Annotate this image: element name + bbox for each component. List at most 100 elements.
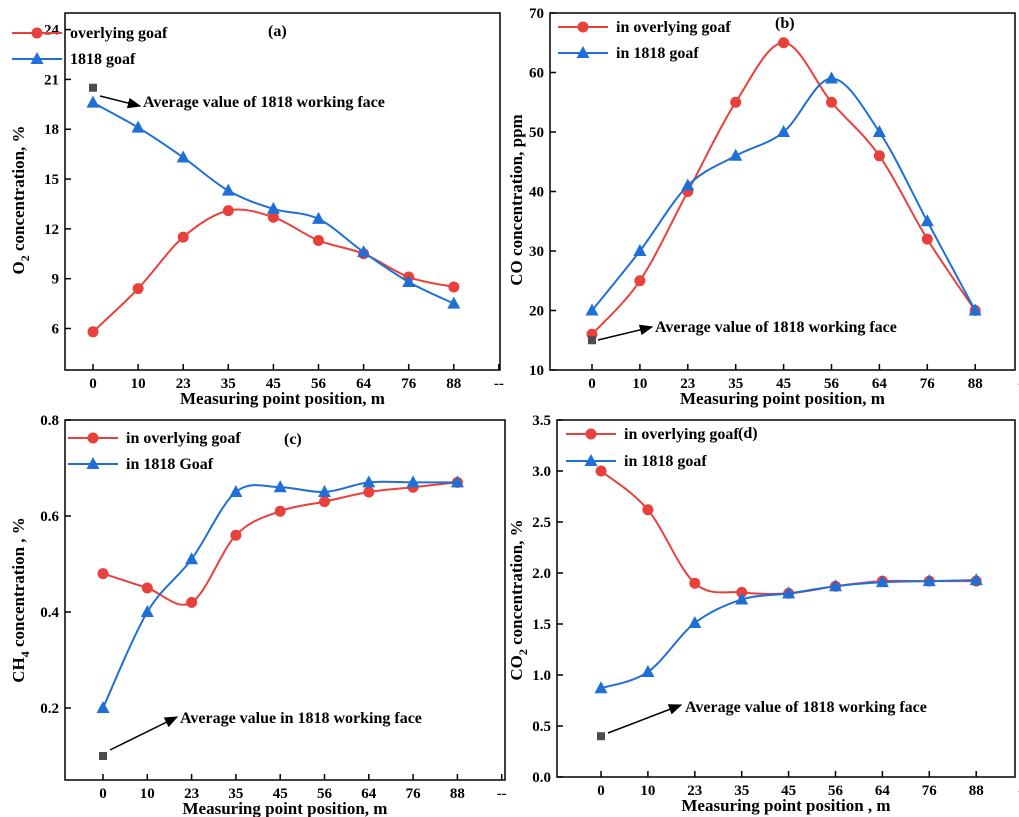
data-point-circle (689, 577, 701, 589)
series-overlying-goaf (97, 476, 463, 608)
panel-label: (c) (284, 431, 302, 448)
plot-frame (64, 419, 506, 781)
data-point-triangle (266, 201, 280, 214)
y-tick-label: 10 (529, 363, 544, 379)
y-tick-label: 2.5 (532, 515, 551, 531)
legend-label: in overlying goaf (616, 19, 731, 36)
x-tick-label: 23 (687, 783, 702, 799)
x-tick-label: 56 (824, 376, 840, 392)
x-tick-label: 0 (588, 376, 596, 392)
series-line (600, 470, 977, 595)
y-axis-label: CO2 concentration, % (507, 519, 530, 680)
data-point-triangle (969, 573, 983, 586)
y-tick-label: 0.0 (532, 770, 551, 786)
data-point-circle (595, 465, 607, 477)
data-point-circle (177, 231, 189, 243)
x-tick-label: 76 (406, 786, 422, 802)
data-point-circle (921, 233, 933, 245)
x-tick-label: 56 (311, 376, 327, 392)
data-point-triangle (273, 480, 287, 493)
legend-marker-triangle (576, 46, 590, 58)
series-line (92, 208, 455, 333)
y-tick-label: 2.0 (532, 566, 551, 582)
x-tick-label: 0 (89, 376, 97, 392)
data-point-circle (730, 96, 742, 108)
x-tick-label: 64 (361, 786, 377, 802)
series-1818-goaf (96, 475, 464, 713)
y-tick-label: 3.0 (532, 464, 551, 480)
annotation-arrow (607, 704, 683, 734)
x-tick-label: 10 (640, 783, 655, 799)
y-tick-label: 12 (44, 222, 59, 238)
data-point-triangle (585, 303, 599, 316)
data-point-triangle (357, 245, 371, 258)
x-axis-label: Measuring point position, m (183, 799, 388, 817)
chart-panel-a: 6 9 12 15 18 21 24 0 10 23 35 45 56 64 76 88 -- Measuring… (9, 12, 504, 408)
plot-frame (64, 12, 501, 371)
data-point-triangle (968, 303, 982, 316)
series-overlying-goaf (87, 205, 460, 338)
data-point-triangle (447, 296, 461, 309)
x-tick-label: 45 (776, 376, 791, 392)
legend-label: in 1818 goaf (624, 453, 707, 470)
x-tick-label: -- (494, 376, 504, 392)
data-point-triangle (96, 701, 110, 713)
legend-label: in overlying goaf (624, 426, 739, 443)
plot-frame (556, 419, 1016, 778)
annotation-arrow (109, 716, 179, 751)
average-value-marker (588, 336, 596, 345)
series-1818-goaf (594, 573, 983, 694)
data-point-circle (222, 205, 234, 217)
x-tick-label: 45 (273, 786, 288, 802)
y-tick-label: 40 (529, 185, 544, 201)
y-tick-label: 0.5 (532, 719, 551, 735)
data-point-circle (826, 96, 837, 108)
data-point-circle (274, 505, 286, 517)
data-point-triangle (594, 681, 608, 694)
y-tick-label: 24 (44, 23, 60, 39)
y-tick-label: 1.0 (532, 668, 551, 684)
average-value-marker (99, 752, 107, 760)
x-tick-label: 64 (875, 783, 891, 799)
legend-marker-triangle (30, 52, 44, 64)
data-point-triangle (229, 485, 243, 497)
y-tick-label: 60 (529, 66, 544, 82)
data-point-triangle (402, 274, 416, 287)
y-tick-label: 50 (529, 125, 544, 141)
data-point-triangle (681, 178, 695, 191)
y-tick-label: 0.2 (40, 701, 59, 717)
annotation-arrow (597, 324, 654, 341)
legend-label: overlying goaf (70, 25, 168, 42)
x-tick-label: 76 (920, 376, 936, 392)
x-tick-label: 35 (728, 376, 743, 392)
x-tick-label: 56 (317, 786, 333, 802)
data-point-triangle (140, 605, 154, 617)
y-tick-label: 20 (529, 304, 544, 320)
data-point-circle (313, 234, 324, 246)
x-tick-label: 76 (922, 783, 938, 799)
annotation-text: Average value of 1818 working face (685, 699, 927, 716)
series-1818-goaf (585, 71, 982, 316)
y-tick-label: 70 (529, 6, 544, 22)
y-axis-label: O2 concentration, % (9, 125, 32, 274)
legend-label: in 1818 goaf (616, 45, 699, 62)
x-tick-label: 23 (176, 376, 191, 392)
x-tick-label: 10 (632, 376, 647, 392)
data-point-triangle (735, 592, 749, 605)
legend-marker-circle (577, 21, 589, 33)
data-point-triangle (633, 244, 647, 256)
data-point-circle (267, 211, 279, 223)
x-tick-label: 45 (266, 376, 281, 392)
data-point-triangle (185, 552, 199, 565)
data-point-triangle (221, 183, 235, 196)
series-line (591, 77, 977, 312)
data-point-triangle (922, 574, 936, 587)
y-axis-label: CH4 concentration , % (9, 517, 32, 683)
y-tick-label: 21 (44, 72, 59, 88)
data-point-circle (97, 568, 109, 580)
legend-marker-circle (87, 432, 99, 444)
x-axis-label: Measuring point position, m (680, 389, 885, 408)
series-overlying-goaf (586, 37, 981, 340)
data-point-triangle (86, 95, 100, 108)
